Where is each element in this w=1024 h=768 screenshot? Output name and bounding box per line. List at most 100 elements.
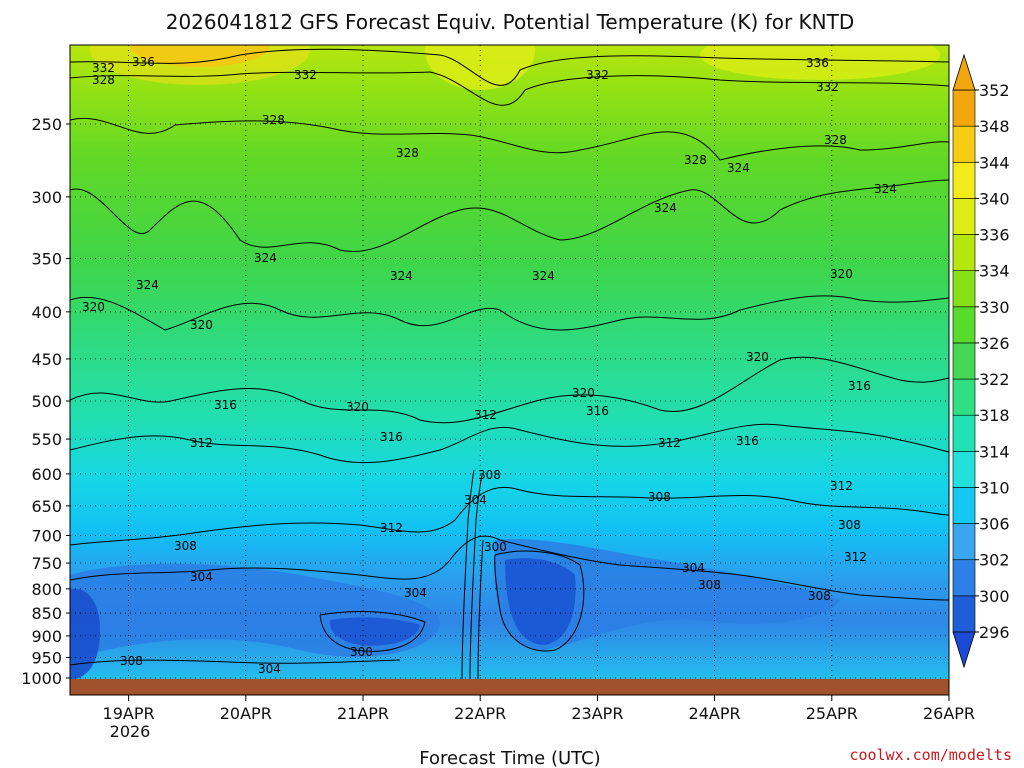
colorbar-label: 318	[979, 406, 1010, 425]
colorbar-swatch	[952, 414, 976, 452]
credit-text: coolwx.com/modelts	[849, 746, 1012, 764]
contour-label-324-a: 324	[136, 278, 159, 292]
warm-core-east	[700, 45, 940, 80]
contour-label-316-e: 316	[848, 379, 871, 393]
y-tick-label: 300	[31, 188, 62, 207]
colorbar: 296 300 302 306 310 314 318 322 326 330 334 336 340 3…	[952, 53, 1010, 669]
colorbar-swatch	[952, 89, 976, 127]
contour-label-328-a: 328	[92, 73, 115, 87]
isoline-front-1	[461, 469, 475, 680]
contour-label-316-d: 316	[736, 434, 759, 448]
colorbar-swatch	[952, 342, 976, 380]
colorbar-swatch	[952, 125, 976, 163]
x-tick-label: 24APR	[689, 704, 741, 723]
contour-lines	[70, 48, 949, 680]
colorbar-swatch	[952, 198, 976, 235]
contour-label-312-f: 312	[844, 550, 867, 564]
colorbar-swatch	[952, 487, 976, 524]
warm-core-west-halo	[90, 45, 310, 85]
y-tick-label: 450	[31, 350, 62, 369]
contour-label-320-d: 320	[572, 386, 595, 400]
y-tick-label: 900	[31, 627, 62, 646]
contour-label-324-e: 324	[654, 201, 677, 215]
isoline-304	[70, 535, 949, 601]
contour-label-308-e: 308	[808, 589, 831, 603]
x-tick-label: 19APR	[103, 704, 155, 723]
isoline-316	[70, 356, 949, 424]
contour-label-328-b: 328	[262, 113, 285, 127]
colorbar-swatch	[952, 378, 976, 416]
contour-label-328-d: 328	[684, 153, 707, 167]
colorbar-label: 314	[979, 442, 1010, 461]
contour-label-308-c: 308	[648, 490, 671, 504]
y-tick-label: 700	[31, 526, 62, 545]
colorbar-swatch	[952, 523, 976, 561]
isoline-300	[494, 550, 585, 652]
colorbar-label: 300	[979, 587, 1010, 606]
contour-label-328-e: 328	[824, 133, 847, 147]
isoline-308-low	[70, 659, 401, 666]
colorbar-label: 348	[979, 117, 1010, 136]
ground-strip	[70, 679, 949, 695]
colorbar-label: 330	[979, 298, 1010, 317]
colorbar-swatch	[952, 234, 976, 271]
contour-label-300-a: 300	[484, 540, 507, 554]
colorbar-max-arrow	[952, 53, 976, 91]
x-year-label: 2026	[110, 722, 151, 741]
contour-label-324-c: 324	[390, 269, 413, 283]
contour-label-304-b: 304	[404, 586, 427, 600]
contour-label-320-f: 320	[830, 267, 853, 281]
y-tick-label: 850	[31, 604, 62, 623]
contour-label-328-c: 328	[396, 146, 419, 160]
colorbar-label: 334	[979, 262, 1010, 281]
y-tick-label: 250	[31, 115, 62, 134]
x-tick-label: 25APR	[806, 704, 858, 723]
warm-core-center	[425, 45, 535, 90]
colorbar-swatch	[952, 559, 976, 597]
contour-label-312-b: 312	[380, 521, 403, 535]
y-tick-label: 650	[31, 497, 62, 516]
colorbar-label: 340	[979, 189, 1010, 208]
contour-label-308-g: 308	[120, 654, 143, 668]
contour-label-312-a: 312	[190, 436, 213, 450]
y-tick-label: 800	[31, 580, 62, 599]
colorbar-label: 344	[979, 153, 1010, 172]
colorbar-label: 352	[979, 81, 1010, 100]
contour-label-304-c: 304	[464, 493, 487, 507]
y-tick-label: 500	[31, 392, 62, 411]
contour-label-300-b: 300	[350, 645, 373, 659]
contour-label-312-e: 312	[830, 479, 853, 493]
x-axis: 19APR 20APR 21APR 22APR 23APR 24APR 25APR 26APR	[103, 45, 975, 723]
cold-core-west	[70, 589, 100, 680]
contour-label-336-b: 336	[806, 56, 829, 70]
contour-label-332-a: 332	[92, 61, 115, 75]
colorbar-swatch	[952, 161, 976, 199]
y-axis: 250 300 350 400 450 500 550 600 650 700 750 800 850 9…	[21, 115, 949, 688]
y-tick-label: 400	[31, 303, 62, 322]
contour-label-316-b: 316	[380, 430, 403, 444]
y-tick-label: 350	[31, 249, 62, 268]
cold-core-west-2	[329, 617, 420, 646]
contour-label-320-e: 320	[746, 350, 769, 364]
contour-label-308-a: 308	[174, 539, 197, 553]
colorbar-label: 326	[979, 334, 1010, 353]
x-tick-label: 22APR	[454, 704, 506, 723]
contour-label-336-a: 336	[132, 55, 155, 69]
isoline-308	[70, 486, 949, 546]
isoline-332	[70, 71, 949, 106]
contour-label-304-e: 304	[258, 662, 281, 676]
x-tick-label: 26APR	[923, 704, 975, 723]
colorbar-min-arrow	[952, 631, 976, 669]
contour-label-308-f: 308	[838, 518, 861, 532]
isoline-front-2	[469, 474, 483, 680]
x-tick-label: 20APR	[220, 704, 272, 723]
contour-label-332-b: 332	[294, 68, 317, 82]
contour-label-308-d: 308	[698, 578, 721, 592]
cold-core-center	[505, 558, 576, 645]
plot-area: 336 336 332 332 332 332 328 328 328 328 …	[70, 45, 949, 680]
contour-label-324-b: 324	[254, 251, 277, 265]
contour-label-320-b: 320	[190, 318, 213, 332]
isoline-front-3	[477, 539, 484, 680]
colorbar-label: 306	[979, 515, 1010, 534]
